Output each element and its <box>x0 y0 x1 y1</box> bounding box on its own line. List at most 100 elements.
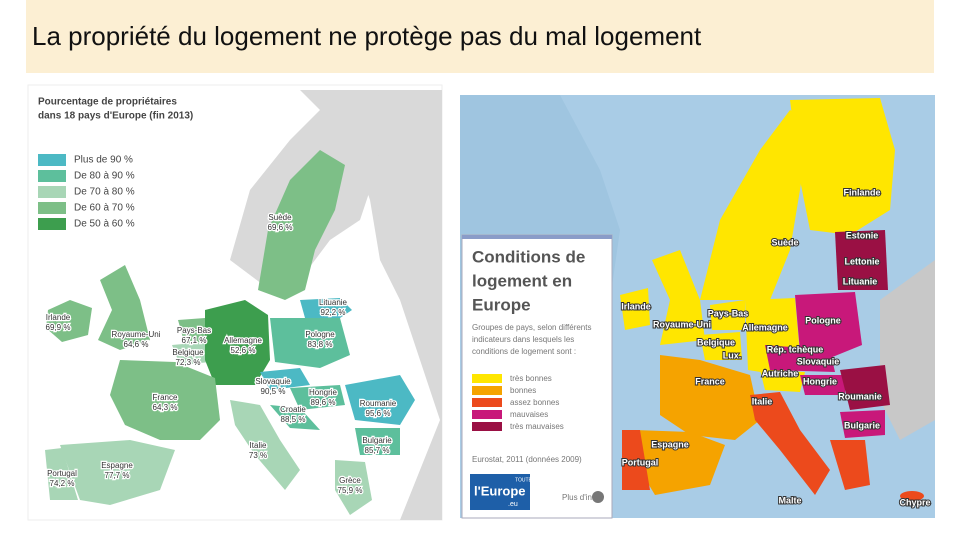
hungary <box>290 385 345 410</box>
poland <box>795 292 862 358</box>
right-legend: très bonnes bonnes assez bonnes mauvaises tr… <box>472 374 564 431</box>
country-name: Lituanie <box>843 276 878 286</box>
legend-swatch <box>472 374 502 383</box>
left-map-title: Pourcentage de propriétaires <box>38 97 177 108</box>
country-name: Allemagne <box>742 322 788 332</box>
country-value: 83,8 % <box>308 340 333 349</box>
country-name: Estonie <box>846 230 879 240</box>
country-value: 64,3 % <box>153 403 178 412</box>
country-name: Grèce <box>339 476 361 485</box>
country-name: Malte <box>778 495 801 505</box>
country-name: Autriche <box>762 368 799 378</box>
legend-swatch <box>472 410 502 419</box>
country-value: 67,1 % <box>182 336 207 345</box>
france <box>660 355 760 440</box>
country-value: 89,6 % <box>311 398 336 407</box>
romania <box>840 365 890 410</box>
country-name: Suède <box>771 237 798 247</box>
slovakia <box>260 368 310 390</box>
country-name: Roumanie <box>838 391 882 401</box>
country-name: Portugal <box>622 457 659 467</box>
logo-text: l'Europe <box>474 483 526 498</box>
country-name: France <box>695 376 725 386</box>
legend-label: assez bonnes <box>510 398 559 407</box>
legend-swatch <box>38 186 66 198</box>
bulgaria <box>355 428 400 455</box>
right-labels: Finlande Suède Estonie Lettonie Lituanie Irla… <box>620 186 931 508</box>
inset-description: Groupes de pays, selon différents <box>472 323 591 332</box>
country-name: Roumanie <box>360 399 397 408</box>
land-other <box>300 90 442 520</box>
romania <box>345 375 415 425</box>
country-value: 88,5 % <box>281 415 306 424</box>
source: Eurostat, 2011 (données 2009) <box>472 455 582 464</box>
country-name: Italie <box>250 441 267 450</box>
legend-label: De 60 à 70 % <box>74 203 135 214</box>
country-name: Allemagne <box>224 336 262 345</box>
country-name: Chypre <box>899 497 930 507</box>
italy <box>230 400 300 490</box>
uk <box>652 250 705 345</box>
country-value: 85,7 % <box>365 446 390 455</box>
country-value: 72,3 % <box>176 358 201 367</box>
uk <box>98 265 150 350</box>
legend-swatch <box>38 170 66 182</box>
country-name: Rép. tchèque <box>767 344 824 354</box>
land-east <box>880 260 935 440</box>
left-map: Pourcentage de propriétaires dans 18 pay… <box>27 84 443 521</box>
slide-title: La propriété du logement ne protège pas … <box>32 21 702 51</box>
czech-slovakia <box>765 345 835 372</box>
left-legend: Plus de 90 % De 80 à 90 % De 70 à 80 % De 6… <box>38 154 135 230</box>
logo-text: TOUTE <box>515 477 533 483</box>
legend-label: Plus de 90 % <box>74 155 133 166</box>
legend-label: bonnes <box>510 386 536 395</box>
country-name: Belgique <box>172 348 204 357</box>
country-name: Pays-Bas <box>708 308 749 318</box>
austria <box>760 370 805 392</box>
country-value: 95,6 % <box>366 409 391 418</box>
croatia <box>270 405 320 430</box>
country-name: Espagne <box>101 461 133 470</box>
country-name: Hongrie <box>803 376 837 386</box>
country-value: 90,5 % <box>261 387 286 396</box>
country-name: Slovaquie <box>797 356 840 366</box>
hungary <box>800 375 845 395</box>
ireland <box>46 300 92 342</box>
bulgaria <box>840 410 885 438</box>
country-name: Portugal <box>47 469 77 478</box>
country-name: Lituanie <box>319 298 348 307</box>
sweden-norway <box>700 110 810 300</box>
country-name: Belgique <box>697 337 735 347</box>
legend-swatch <box>472 398 502 407</box>
info-icon[interactable] <box>592 491 604 503</box>
country-name: Pologne <box>805 315 841 325</box>
country-name: Lux. <box>723 350 742 360</box>
italy <box>750 392 830 495</box>
country-value: 74,2 % <box>50 479 75 488</box>
inset-title: Europe <box>472 295 531 314</box>
country-value: 75,9 % <box>338 486 363 495</box>
belgium <box>172 342 210 365</box>
cyprus <box>900 491 924 501</box>
country-name: Pays-Bas <box>177 326 211 335</box>
country-name: Finlande <box>843 187 880 197</box>
country-name: Irlande <box>46 313 71 322</box>
legend-swatch <box>472 422 502 431</box>
country-name: Irlande <box>621 301 651 311</box>
netherlands <box>178 318 208 345</box>
inset-description: conditions de logement sont : <box>472 347 576 356</box>
left-map-title: dans 18 pays d'Europe (fin 2013) <box>38 111 193 122</box>
country-name: Royaume-Uni <box>112 330 161 339</box>
belux <box>700 332 742 360</box>
country-value: 69,9 % <box>46 323 71 332</box>
country-name: Bulgarie <box>362 436 392 445</box>
more-info[interactable]: Plus d'infos <box>562 493 603 502</box>
legend-label: très bonnes <box>510 374 552 383</box>
france <box>110 360 220 440</box>
right-map: Finlande Suède Estonie Lettonie Lituanie Irla… <box>460 95 935 519</box>
legend-swatch <box>472 386 502 395</box>
legend-swatch <box>38 154 66 166</box>
country-name: Bulgarie <box>844 420 880 430</box>
